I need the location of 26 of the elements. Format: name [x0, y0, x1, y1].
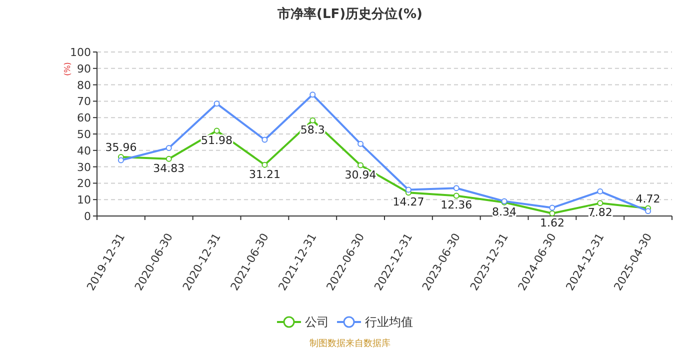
data-label: 35.96 — [105, 141, 137, 154]
chart-title: 市净率(LF)历史分位(%) — [276, 6, 422, 22]
y-tick-label: 0 — [84, 210, 91, 223]
y-tick-label: 60 — [77, 112, 91, 125]
data-label: 51.98 — [201, 134, 233, 147]
y-tick-label: 20 — [77, 177, 91, 190]
y-tick-label: 80 — [77, 78, 91, 92]
data-label: 4.72 — [636, 192, 660, 206]
y-tick-label: 50 — [77, 128, 91, 141]
data-label: 1.62 — [540, 216, 564, 230]
data-label: 30.94 — [344, 168, 376, 182]
y-tick-label: 90 — [77, 62, 91, 76]
text: 制图数据来自数据库 — [310, 338, 390, 349]
data-label: 8.34 — [492, 205, 517, 218]
legend-label: 行业均值 — [365, 315, 413, 329]
data-label: 12.36 — [440, 198, 472, 212]
y-tick-label: 10 — [77, 194, 91, 207]
legend-label: 公司 — [305, 315, 329, 329]
y-tick-label: 40 — [77, 144, 91, 158]
y-tick-label: 30 — [77, 160, 91, 174]
y-tick-label: 100 — [70, 46, 91, 59]
data-label: 34.83 — [153, 162, 185, 175]
data-label: 31.21 — [248, 168, 280, 181]
data-label: 14.27 — [392, 196, 424, 209]
y-tick-label: 70 — [77, 95, 91, 108]
y-axis-title: (%) — [63, 62, 72, 76]
